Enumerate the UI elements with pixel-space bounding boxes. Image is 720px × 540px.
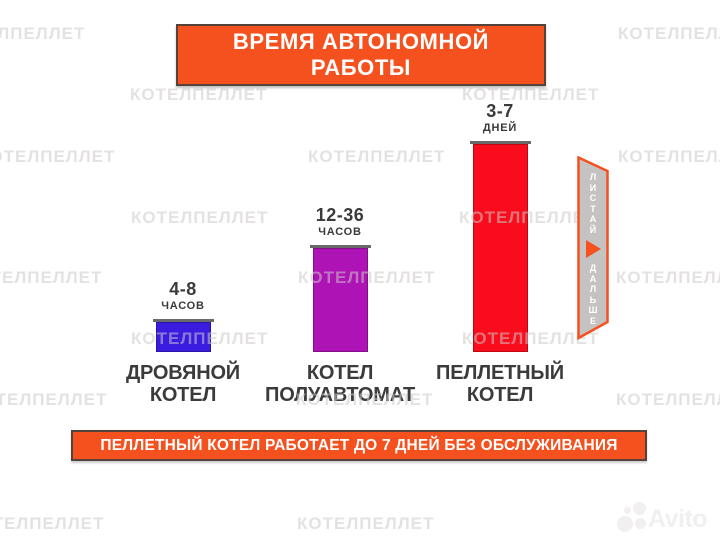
ribbon-letter: А xyxy=(589,273,597,284)
repeated-watermark-text: КОТЕЛПЕЛЛЕТ xyxy=(130,85,268,104)
ribbon-letter: Л xyxy=(589,172,597,182)
arrow-right-icon xyxy=(585,240,601,258)
repeated-watermark-text: КОТЕЛПЕЛЛЕТ xyxy=(308,147,446,166)
bar xyxy=(312,248,368,352)
bar xyxy=(155,322,211,352)
repeated-watermark-text: КОТЕЛПЕЛЛЕТ xyxy=(616,390,720,409)
page-title-line1: ВРЕМЯ АВТОНОМНОЙ xyxy=(232,29,490,54)
ribbon-letter: Ь xyxy=(589,294,597,305)
ribbon-letter: Т xyxy=(590,203,596,214)
title-banner: ВРЕМЯ АВТОНОМНОЙ РАБОТЫ xyxy=(176,24,546,86)
repeated-watermark-text: КОТЕЛПЕЛЛЕТ xyxy=(296,390,434,409)
ribbon-letter: И xyxy=(589,182,597,193)
ribbon-letter: С xyxy=(589,193,597,203)
repeated-watermark-text: КОТЕЛПЕЛЛЕТ xyxy=(0,268,103,287)
repeated-watermark-text: КОТЕЛПЕЛЛЕТ xyxy=(131,329,269,348)
bar-group: 12-36 ЧАСОВ xyxy=(250,0,430,352)
brand-logo-dot-icon xyxy=(624,507,631,514)
bar-value-label: 3-7 xyxy=(486,101,514,121)
repeated-watermark-text: КОТЕЛПЕЛЛЕТ xyxy=(616,268,720,287)
repeated-watermark-text: КОТЕЛПЕЛЛЕТ xyxy=(459,208,597,227)
repeated-watermark-text: КОТЕЛПЕЛЛЕТ xyxy=(0,390,108,409)
ribbon-letter: Д xyxy=(589,263,597,273)
ribbon-letter: Ш xyxy=(588,305,598,315)
repeated-watermark-text: КОТЕЛПЕЛЛЕТ xyxy=(0,147,116,166)
ribbon-letter: А xyxy=(589,214,597,224)
ribbon-letter: Е xyxy=(589,315,596,326)
repeated-watermark-text: КОТЕЛПЕЛЛЕТ xyxy=(462,85,600,104)
footer-banner-text: ПЕЛЛЕТНЫЙ КОТЕЛ РАБОТАЕТ ДО 7 ДНЕЙ БЕЗ О… xyxy=(100,436,618,454)
ribbon-letter: Й xyxy=(589,224,597,235)
repeated-watermark-text: КОТЕЛПЕЛЛЕТ xyxy=(131,208,269,227)
repeated-watermark-text: КОТЕЛПЕЛЛЕТ xyxy=(297,514,435,533)
bar-category-label: КОТЕЛ ПОЛУАВТОМАТ xyxy=(265,362,415,406)
bar-category-label: ДРОВЯНОЙ КОТЕЛ xyxy=(126,362,240,406)
bar xyxy=(472,144,528,352)
bar-group: 4-8 ЧАСОВ xyxy=(93,0,273,352)
brand-watermark: Avito xyxy=(617,501,717,537)
bar-unit-label: ЧАСОВ xyxy=(318,226,362,238)
ribbon-letter: Л xyxy=(589,284,597,294)
brand-logo-dot-icon xyxy=(617,516,633,532)
bar-top-cap xyxy=(309,245,371,248)
repeated-watermark-text: КОТЕЛПЕЛЛЕТ xyxy=(462,329,600,348)
brand-name: Avito xyxy=(648,505,708,533)
repeated-watermark-text: КОТЕЛПЕЛЛЕТ xyxy=(0,24,86,43)
footer-banner: ПЕЛЛЕТНЫЙ КОТЕЛ РАБОТАЕТ ДО 7 ДНЕЙ БЕЗ О… xyxy=(71,430,647,461)
bar-category-label: ПЕЛЛЕТНЫЙ КОТЕЛ xyxy=(436,362,564,406)
bar-value-label: 12-36 xyxy=(315,205,365,225)
bar-top-cap xyxy=(469,141,531,144)
bar-unit-label: ЧАСОВ xyxy=(161,300,205,312)
repeated-watermark-text: КОТЕЛПЕЛЛЕТ xyxy=(298,268,436,287)
brand-logo-dot-icon xyxy=(633,502,646,515)
bar-group: 3-7 ДНЕЙ xyxy=(410,0,590,352)
repeated-watermark-text: КОТЕЛПЕЛЛЕТ xyxy=(0,514,105,533)
bar-top-cap xyxy=(152,319,214,322)
repeated-watermark-text: КОТЕЛПЕЛЛЕТ xyxy=(618,24,720,43)
bar-value-label: 4-8 xyxy=(169,279,197,299)
brand-logo-dot-icon xyxy=(635,518,646,529)
page-title-line2: РАБОТЫ xyxy=(310,55,412,80)
repeated-watermark-text: КОТЕЛПЕЛЛЕТ xyxy=(618,147,720,166)
bar-unit-label: ДНЕЙ xyxy=(482,122,518,134)
